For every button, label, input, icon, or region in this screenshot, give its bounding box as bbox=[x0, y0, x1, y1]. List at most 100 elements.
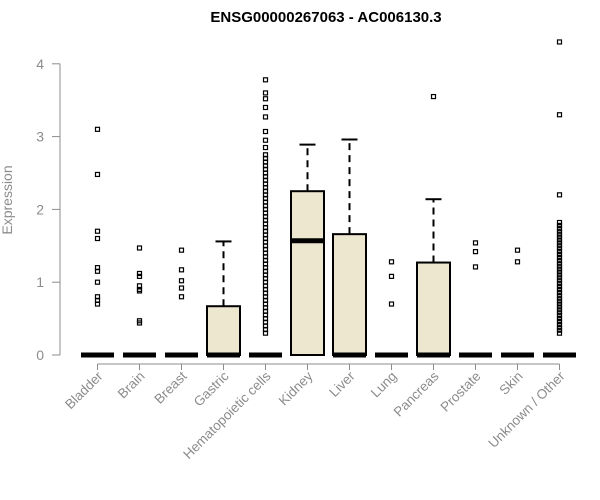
outlier-point bbox=[262, 137, 269, 143]
outlier-point bbox=[556, 318, 563, 325]
y-tick-label: 2 bbox=[36, 201, 44, 217]
x-tick-label: Skin bbox=[496, 369, 525, 398]
outlier-point bbox=[472, 264, 479, 270]
y-tick-label: 1 bbox=[36, 274, 44, 290]
outlier-point bbox=[388, 259, 395, 265]
outlier-point bbox=[178, 247, 185, 253]
outlier-point bbox=[556, 316, 563, 322]
outlier-point bbox=[556, 295, 563, 301]
outlier-point bbox=[94, 171, 101, 178]
box-body bbox=[332, 233, 367, 356]
y-tick-label: 4 bbox=[36, 56, 44, 72]
box-pancreas bbox=[416, 93, 451, 358]
outlier-point bbox=[556, 321, 563, 328]
outlier-point bbox=[94, 301, 101, 307]
box-kidney bbox=[290, 143, 325, 356]
boxes-group bbox=[81, 39, 576, 358]
box-lung bbox=[375, 259, 408, 358]
outlier-point bbox=[556, 234, 563, 240]
outlier-point bbox=[136, 288, 143, 294]
outlier-point bbox=[556, 219, 563, 226]
chart-title: ENSG00000267063 - AC006130.3 bbox=[210, 9, 441, 26]
x-tick-label: Prostate bbox=[437, 369, 483, 415]
outlier-point bbox=[556, 260, 563, 266]
y-axis-label: Expression bbox=[0, 165, 15, 234]
box-brain bbox=[123, 245, 156, 358]
outlier-point bbox=[556, 254, 563, 261]
box-body bbox=[416, 261, 451, 357]
outlier-point bbox=[556, 278, 563, 284]
box-breast bbox=[165, 247, 198, 358]
outlier-point bbox=[556, 249, 563, 255]
outlier-point bbox=[262, 144, 269, 151]
outlier-point bbox=[556, 327, 563, 333]
outlier-point bbox=[556, 330, 563, 336]
outlier-point bbox=[178, 278, 185, 284]
outlier-point bbox=[514, 247, 521, 253]
outlier-point bbox=[262, 128, 269, 135]
outlier-point bbox=[430, 93, 437, 100]
outlier-point bbox=[556, 281, 563, 287]
outlier-point bbox=[556, 243, 563, 249]
outlier-point bbox=[388, 273, 395, 279]
outlier-point bbox=[514, 259, 521, 265]
box-body bbox=[290, 190, 325, 356]
outlier-point bbox=[556, 231, 563, 237]
outlier-point bbox=[472, 240, 479, 246]
outlier-point bbox=[556, 292, 563, 298]
outlier-point bbox=[556, 269, 563, 275]
outlier-point bbox=[262, 104, 269, 111]
outlier-point bbox=[94, 235, 101, 242]
x-tick-label: Pancreas bbox=[391, 368, 442, 419]
box-unknown-other bbox=[543, 39, 576, 358]
x-tick-label: Unknown / Other bbox=[485, 368, 568, 451]
outlier-point bbox=[178, 294, 185, 300]
box-liver bbox=[332, 138, 367, 358]
outlier-point bbox=[136, 270, 143, 277]
x-tick-label: Bladder bbox=[62, 368, 106, 412]
outlier-point bbox=[556, 272, 563, 278]
outlier-point bbox=[556, 228, 563, 234]
x-tick-label: Kidney bbox=[276, 368, 316, 408]
x-tick-label: Gastric bbox=[191, 368, 232, 409]
outlier-point bbox=[556, 240, 563, 246]
outlier-point bbox=[556, 283, 563, 290]
outlier-point bbox=[556, 39, 563, 45]
y-tick-label: 3 bbox=[36, 129, 44, 145]
outlier-point bbox=[556, 307, 563, 313]
outlier-point bbox=[178, 267, 185, 273]
outlier-point bbox=[136, 320, 143, 326]
y-axis: 0 1 2 3 4 bbox=[36, 56, 61, 363]
x-tick-label: Lung bbox=[368, 369, 400, 401]
outlier-point bbox=[94, 279, 101, 285]
outlier-point bbox=[556, 286, 563, 293]
outlier-point bbox=[94, 126, 101, 132]
outlier-point bbox=[262, 96, 269, 102]
x-tick-label: Brain bbox=[115, 369, 148, 402]
outlier-point bbox=[388, 301, 395, 307]
outlier-point bbox=[556, 313, 563, 319]
outlier-point bbox=[178, 285, 185, 291]
box-hematopoietic-cells bbox=[249, 77, 282, 358]
outlier-point bbox=[472, 249, 479, 255]
outlier-point bbox=[556, 192, 563, 198]
box-gastric bbox=[206, 240, 241, 358]
outlier-point bbox=[556, 222, 563, 229]
x-tick-label: Breast bbox=[151, 368, 189, 406]
outlier-point bbox=[136, 273, 143, 279]
outlier-point bbox=[556, 275, 563, 281]
outlier-point bbox=[262, 90, 269, 96]
outlier-point bbox=[556, 266, 563, 272]
y-tick-label: 0 bbox=[36, 347, 44, 363]
outlier-point bbox=[556, 298, 563, 304]
box-prostate bbox=[459, 240, 492, 358]
outlier-point bbox=[94, 268, 101, 274]
outlier-point bbox=[262, 77, 269, 83]
outlier-point bbox=[136, 245, 143, 251]
outlier-point bbox=[556, 251, 563, 258]
outlier-point bbox=[556, 310, 563, 316]
box-body bbox=[206, 305, 241, 356]
outlier-point bbox=[556, 237, 563, 243]
